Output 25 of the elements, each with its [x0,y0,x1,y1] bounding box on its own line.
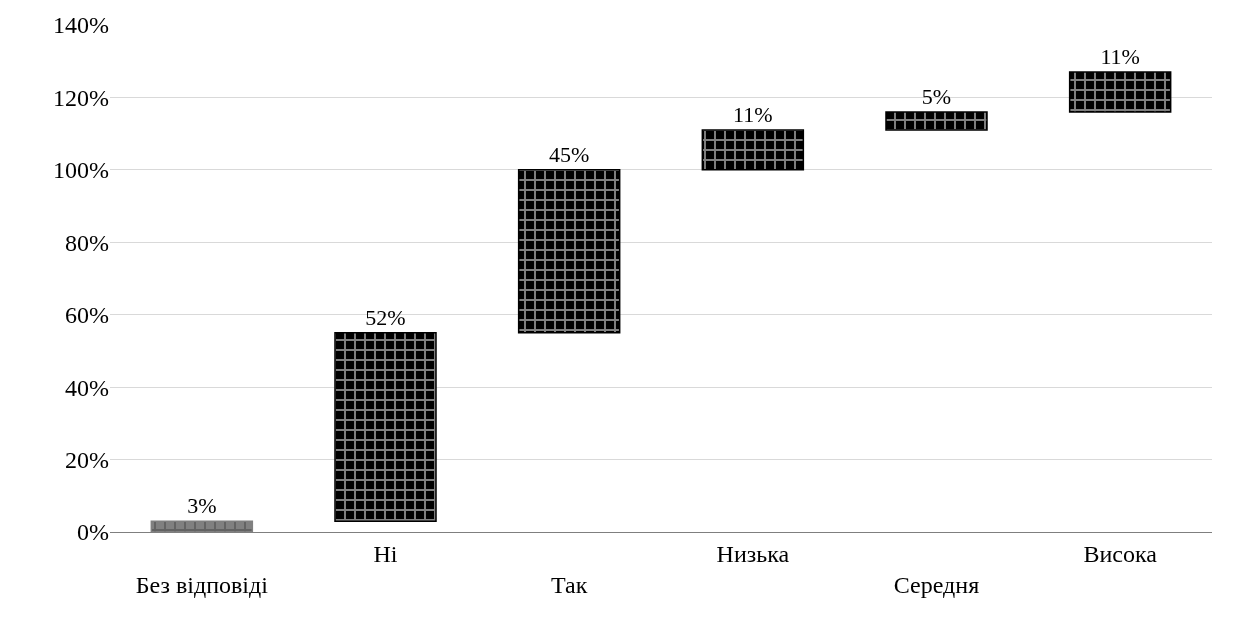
bar [334,332,437,522]
x-tick-label: Так [550,572,588,598]
y-tick-label: 60% [65,302,109,329]
y-tick-label: 80% [65,229,109,256]
x-tick-label: Висока [1083,540,1158,567]
data-label: 11% [1100,44,1140,70]
data-label: 5% [921,83,952,109]
data-label: 3% [187,493,217,519]
data-label: 11% [733,102,773,128]
bar [885,111,988,131]
y-tick-label: 100% [53,157,109,184]
y-tick-label: 40% [65,374,109,401]
data-label: 52% [365,304,406,330]
data-label: 45% [549,141,590,167]
y-tick-label: 0% [77,519,109,546]
bar [1068,71,1172,113]
bar [517,169,621,334]
x-tick-label: Низька [716,540,790,567]
x-tick-label: Середня [893,572,980,598]
bar [701,129,805,171]
y-tick-label: 140% [53,12,109,39]
y-tick-label: 120% [53,84,109,111]
x-tick-label: Ні [373,540,398,567]
x-tick-label: Без відповіді [135,572,269,598]
y-tick-label: 20% [65,446,109,473]
